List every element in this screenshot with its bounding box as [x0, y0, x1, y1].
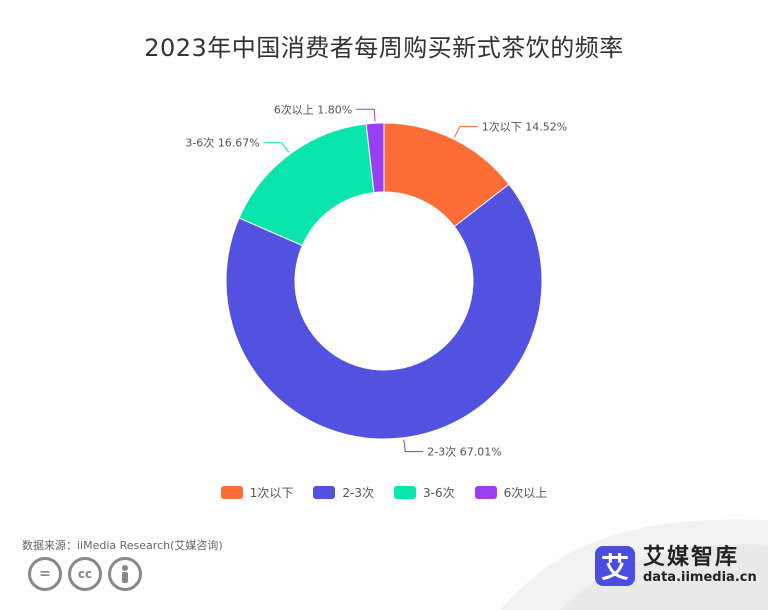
slice-1: [225, 183, 543, 440]
slice-label-3: 6次以上 1.80%: [274, 102, 352, 116]
person-icon: [108, 557, 142, 591]
legend-swatch: [394, 486, 416, 499]
legend-label: 6次以上: [503, 486, 548, 500]
legend-swatch: [313, 486, 336, 499]
slice-label-1: 2-3次 67.01%: [427, 445, 501, 459]
legend-label: 2-3次: [342, 486, 374, 500]
slice-label-0: 1次以下 14.52%: [482, 120, 567, 134]
chart-title: 2023年中国消费者每周购买新式茶饮的频率: [144, 34, 624, 62]
legend-item-3[interactable]: 6次以上: [474, 484, 548, 501]
chart-legend: 1次以下 2-3次 3-6次 6次以上: [0, 484, 768, 501]
legend-label: 3-6次: [423, 486, 455, 500]
slice-3: [365, 122, 385, 194]
license-icons: = cc: [28, 557, 142, 591]
legend-item-2[interactable]: 3-6次: [394, 484, 455, 501]
leader-line-0: [454, 126, 478, 138]
brand-url: data.iimedia.cn: [643, 570, 757, 585]
donut-chart: 1次以下 14.52% 2-3次 67.01% 3-6次 16.67% 6次以上 1.…: [185, 102, 567, 459]
legend-item-0[interactable]: 1次以下: [220, 484, 294, 501]
equals-icon: =: [28, 557, 62, 591]
brand-logo: 艾: [595, 546, 635, 586]
legend-swatch: [220, 486, 243, 499]
leader-line-3: [356, 108, 376, 122]
brand-name: 艾媒智库: [643, 545, 740, 570]
cc-icon: cc: [68, 557, 102, 591]
slice-label-2: 3-6次 16.67%: [185, 136, 259, 150]
legend-label: 1次以下: [249, 486, 294, 500]
leader-line-1: [403, 439, 424, 453]
legend-swatch: [474, 486, 497, 499]
leader-line-2: [263, 142, 290, 153]
brand: 艾 艾媒智库 data.iimedia.cn: [595, 546, 757, 586]
legend-item-1[interactable]: 2-3次: [313, 484, 374, 501]
data-source: 数据来源：iiMedia Research(艾媒咨询): [22, 539, 223, 552]
